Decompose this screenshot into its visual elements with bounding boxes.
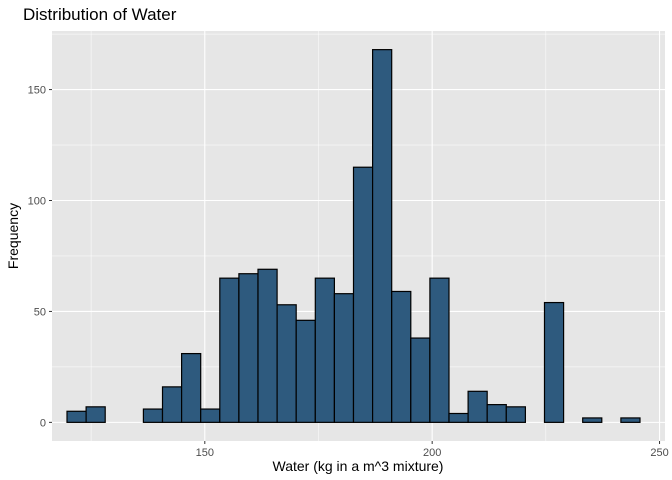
histogram-bar [371,49,393,423]
histogram-bar [85,406,106,423]
y-axis-title: Frequency [5,203,21,269]
histogram-bar [448,412,469,423]
histogram-bar [238,273,259,423]
histogram-bars [66,49,641,423]
histogram-bar [410,337,431,423]
histogram-bar [276,304,297,423]
histogram-bar [467,390,488,423]
histogram-bar [620,417,641,423]
histogram-bar [582,417,603,423]
y-axis: 0 50 100 150 [28,85,52,429]
chart-title: Distribution of Water [23,5,177,24]
y-tick-label: 50 [34,306,46,318]
histogram-bar [66,410,87,423]
histogram-bar [505,406,526,423]
histogram-bar [352,166,374,423]
histogram-bar [200,408,221,423]
histogram-bar [295,319,316,423]
y-tick-label: 0 [40,417,46,429]
histogram-bar [333,293,355,423]
histogram-bar [391,290,412,423]
y-tick-label: 100 [28,196,46,208]
x-tick-label: 250 [650,447,668,459]
x-axis: 150 200 250 [196,441,669,459]
histogram-bar [161,386,183,423]
histogram-bar [142,408,164,423]
histogram-bar [543,301,565,423]
histogram-bar [257,268,278,423]
histogram-bar [429,277,450,423]
x-tick-label: 150 [196,447,214,459]
histogram-bar [314,277,335,423]
histogram-bar [181,352,202,423]
x-axis-title: Water (kg in a m^3 mixture) [273,458,444,474]
y-tick-label: 150 [28,85,46,97]
histogram-bar [219,277,240,423]
histogram-bar [486,404,507,423]
x-tick-label: 200 [423,447,441,459]
